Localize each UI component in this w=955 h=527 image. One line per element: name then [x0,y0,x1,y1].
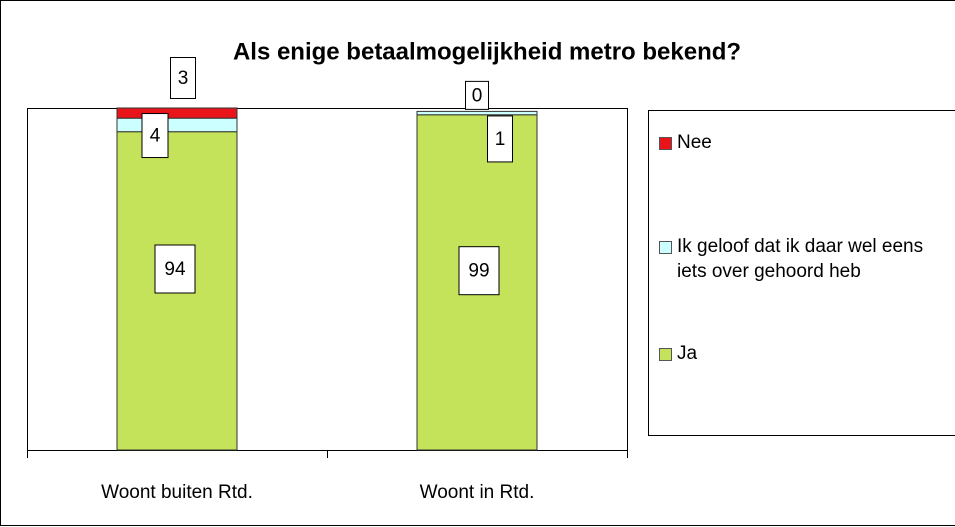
data-label-box [487,115,513,163]
data-label-box [170,57,196,99]
x-tick-label: Woont buiten Rtd. [101,482,253,503]
data-label-box [458,246,500,296]
legend-item: Ja [659,342,949,367]
chart-title: Als enige betaalmogelijkheid metro beken… [233,38,741,65]
bar-segment [116,107,238,119]
data-label: 1 [495,129,506,150]
legend-swatch [659,348,672,361]
legend-item: Ik geloof dat ik daar wel eens iets over… [659,235,949,284]
legend-item: Nee [659,131,949,156]
legend-label: Nee [677,132,712,153]
x-tick-label: Woont in Rtd. [420,482,535,503]
bar-segment [116,117,238,133]
data-label-box [141,113,169,159]
data-label: 99 [468,261,489,282]
legend-label: Ja [677,343,698,364]
bar-segment [416,110,538,116]
data-label: 4 [150,126,161,147]
data-label: 94 [164,259,186,280]
legend-swatch [659,137,672,150]
data-label: 3 [178,68,189,89]
data-label-box [154,244,196,294]
data-label: 0 [472,85,483,106]
data-label-box [465,80,489,110]
legend: Nee Ik geloof dat ik daar wel eens iets o… [648,110,955,436]
legend-label: Ik geloof dat ik daar wel eens iets over… [677,236,924,282]
legend-swatch [659,241,672,254]
